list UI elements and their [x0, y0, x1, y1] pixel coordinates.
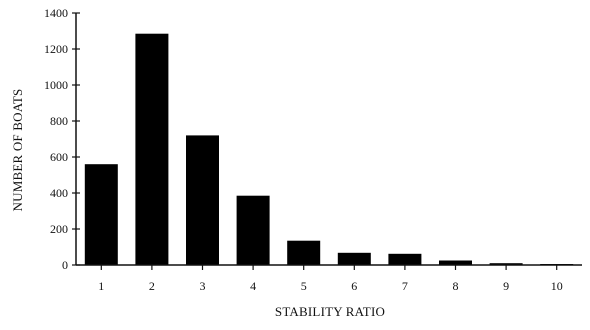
bar-5 — [287, 240, 321, 265]
y-tick-label-200: 200 — [50, 222, 68, 236]
bar-9 — [489, 263, 523, 265]
x-tick-label-7: 7 — [402, 279, 408, 293]
x-tick-label-6: 6 — [351, 279, 357, 293]
x-tick-label-2: 2 — [149, 279, 155, 293]
bar-7 — [388, 253, 422, 265]
x-tick-label-4: 4 — [250, 279, 256, 293]
y-tick-label-1200: 1200 — [44, 42, 68, 56]
x-tick-label-3: 3 — [200, 279, 206, 293]
x-tick-label-1: 1 — [98, 279, 104, 293]
y-tick-label-800: 800 — [50, 114, 68, 128]
y-axis-title: NUMBER OF BOATS — [10, 89, 25, 212]
bars-group — [84, 33, 574, 266]
bar-8 — [439, 260, 472, 265]
bar-6 — [337, 252, 371, 265]
bar-3 — [186, 135, 219, 265]
y-tick-label-1000: 1000 — [44, 78, 68, 92]
x-tick-label-8: 8 — [453, 279, 459, 293]
y-tick-label-400: 400 — [50, 186, 68, 200]
axes-group — [75, 13, 582, 266]
y-ticks-group: 0 200 400 600 800 1000 1200 1400 — [44, 6, 80, 272]
bar-4 — [236, 195, 270, 265]
x-ticks-group: 1 2 3 4 5 6 7 8 9 10 — [98, 265, 563, 293]
x-tick-label-5: 5 — [301, 279, 307, 293]
y-tick-label-0: 0 — [62, 258, 68, 272]
y-tick-label-1400: 1400 — [44, 6, 68, 20]
y-tick-label-600: 600 — [50, 150, 68, 164]
x-tick-label-10: 10 — [551, 279, 563, 293]
x-axis-title: STABILITY RATIO — [275, 304, 385, 319]
bar-1 — [84, 164, 118, 265]
x-tick-label-9: 9 — [503, 279, 509, 293]
bar-2 — [135, 33, 169, 266]
